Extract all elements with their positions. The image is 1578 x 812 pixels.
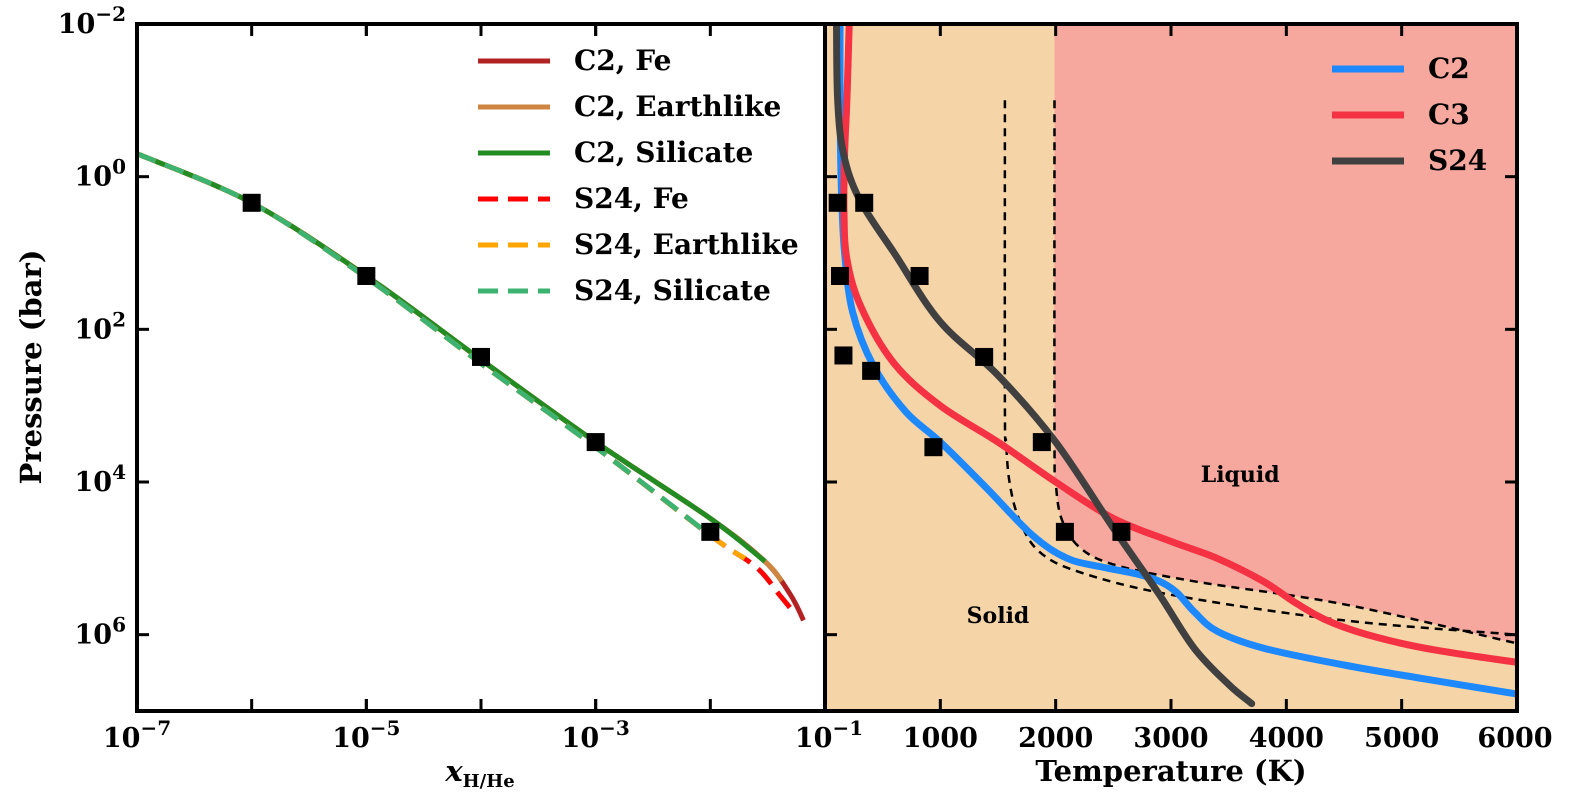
right-tick-group: 10−1 1000 2000 3000 4000 5000 6000 xyxy=(795,22,1553,754)
right-x-tick-label: 4000 xyxy=(1249,723,1324,754)
series-c2_fe xyxy=(137,151,806,622)
right-x-tick-label-base: 10 xyxy=(795,723,833,754)
right-marker xyxy=(830,266,849,285)
left-x-tick-label-base: 10 xyxy=(103,723,141,754)
series-s24_temp xyxy=(833,24,1256,708)
right-x-axis-title: Temperature (K) xyxy=(1035,754,1306,788)
right-series-group xyxy=(833,24,1517,708)
left-marker xyxy=(357,266,376,285)
right-legend: C2 C3 S24 xyxy=(1332,52,1487,177)
legend-label-s24_temp: S24 xyxy=(1428,144,1487,177)
y-tick-label-base: 10 xyxy=(75,314,113,345)
y-tick-label: 104 xyxy=(75,460,127,498)
left-x-tick-label: 10−7 xyxy=(103,716,171,754)
left-marker xyxy=(586,433,605,452)
right-x-tick-label-exp: −1 xyxy=(832,716,863,740)
left-x-axis-title-sub: H/He xyxy=(463,771,515,792)
left-marker xyxy=(701,522,720,541)
left-x-tick-label-base: 10 xyxy=(562,723,600,754)
legend-label-s24_fe: S24, Fe xyxy=(574,182,689,215)
y-tick-label-exp: 4 xyxy=(112,460,126,484)
y-tick-label-base: 10 xyxy=(75,620,113,651)
series-s24_fe xyxy=(137,151,793,610)
right-marker-group xyxy=(828,193,1131,541)
right-x-tick-label: 3000 xyxy=(1133,723,1208,754)
right-marker xyxy=(975,347,994,366)
right-marker xyxy=(924,438,943,457)
series-s24_silicate xyxy=(137,151,712,538)
series-c3_temp xyxy=(840,24,1517,666)
y-tick-label: 102 xyxy=(75,307,127,345)
right-marker xyxy=(834,346,853,365)
right-marker xyxy=(862,361,881,380)
right-x-tick-label: 5000 xyxy=(1364,723,1439,754)
y-tick-label-exp: 0 xyxy=(112,155,126,179)
left-x-tick-label: 10−5 xyxy=(332,716,400,754)
left-marker xyxy=(242,193,261,212)
left-marker xyxy=(472,347,490,366)
legend-label-c2_silicate: C2, Silicate xyxy=(574,136,753,169)
left-marker-group xyxy=(242,193,720,541)
liquid-region xyxy=(1054,24,1517,644)
left-series-group xyxy=(137,151,806,622)
left-x-tick-label: 10−3 xyxy=(562,716,630,754)
left-plot-frame xyxy=(135,22,827,713)
right-panel-temperature: Solid Liquid 10−1 1000 2000 3000 4000 5000 6000… xyxy=(795,22,1553,788)
left-x-tick-label-exp: −3 xyxy=(599,716,630,740)
left-x-tick-label-exp: −7 xyxy=(140,716,171,740)
legend-label-c3_temp: C3 xyxy=(1428,98,1470,131)
y-tick-label-base: 10 xyxy=(75,467,113,498)
right-x-tick-label: 2000 xyxy=(1018,723,1093,754)
y-tick-label-base: 10 xyxy=(58,9,96,40)
phase-region-group xyxy=(825,24,1517,711)
y-tick-label-exp: −2 xyxy=(95,2,126,26)
phase-boundary xyxy=(1053,100,1517,645)
legend-label-s24_earthlike: S24, Earthlike xyxy=(574,228,799,261)
right-x-tick-label: 6000 xyxy=(1477,723,1552,754)
right-x-tick-label: 10−1 xyxy=(795,716,863,754)
region-label-liquid: Liquid xyxy=(1201,462,1280,488)
right-marker xyxy=(1112,522,1131,541)
y-tick-label: 106 xyxy=(75,613,127,651)
right-marker xyxy=(1032,433,1051,452)
left-x-axis-title: xH/He xyxy=(444,754,514,792)
region-label-solid: Solid xyxy=(967,603,1030,629)
y-tick-label-exp: 2 xyxy=(112,307,126,331)
y-tick-label: 100 xyxy=(75,155,127,193)
left-x-tick-label-exp: −5 xyxy=(370,716,401,740)
y-tick-label-exp: 6 xyxy=(112,613,126,637)
right-marker xyxy=(855,193,874,212)
y-axis-title: Pressure (bar) xyxy=(14,250,48,485)
left-x-axis-title-main: x xyxy=(444,754,463,788)
legend-label-c2_earthlike: C2, Earthlike xyxy=(574,90,781,123)
right-marker xyxy=(828,193,847,212)
right-marker xyxy=(910,266,929,285)
phase-label-group: Solid Liquid xyxy=(967,462,1280,629)
left-x-tick-label-base: 10 xyxy=(332,723,370,754)
legend-label-c2_fe: C2, Fe xyxy=(574,44,671,77)
right-marker xyxy=(1055,522,1074,541)
right-x-tick-label: 1000 xyxy=(903,723,978,754)
y-tick-label: 10−2 xyxy=(58,2,126,40)
legend-label-s24_silicate: S24, Silicate xyxy=(574,274,771,307)
y-tick-label-base: 10 xyxy=(75,162,113,193)
left-legend: C2, Fe C2, Earthlike C2, Silicate S24, Fe S2… xyxy=(478,44,799,307)
legend-label-c2_temp: C2 xyxy=(1428,52,1470,85)
